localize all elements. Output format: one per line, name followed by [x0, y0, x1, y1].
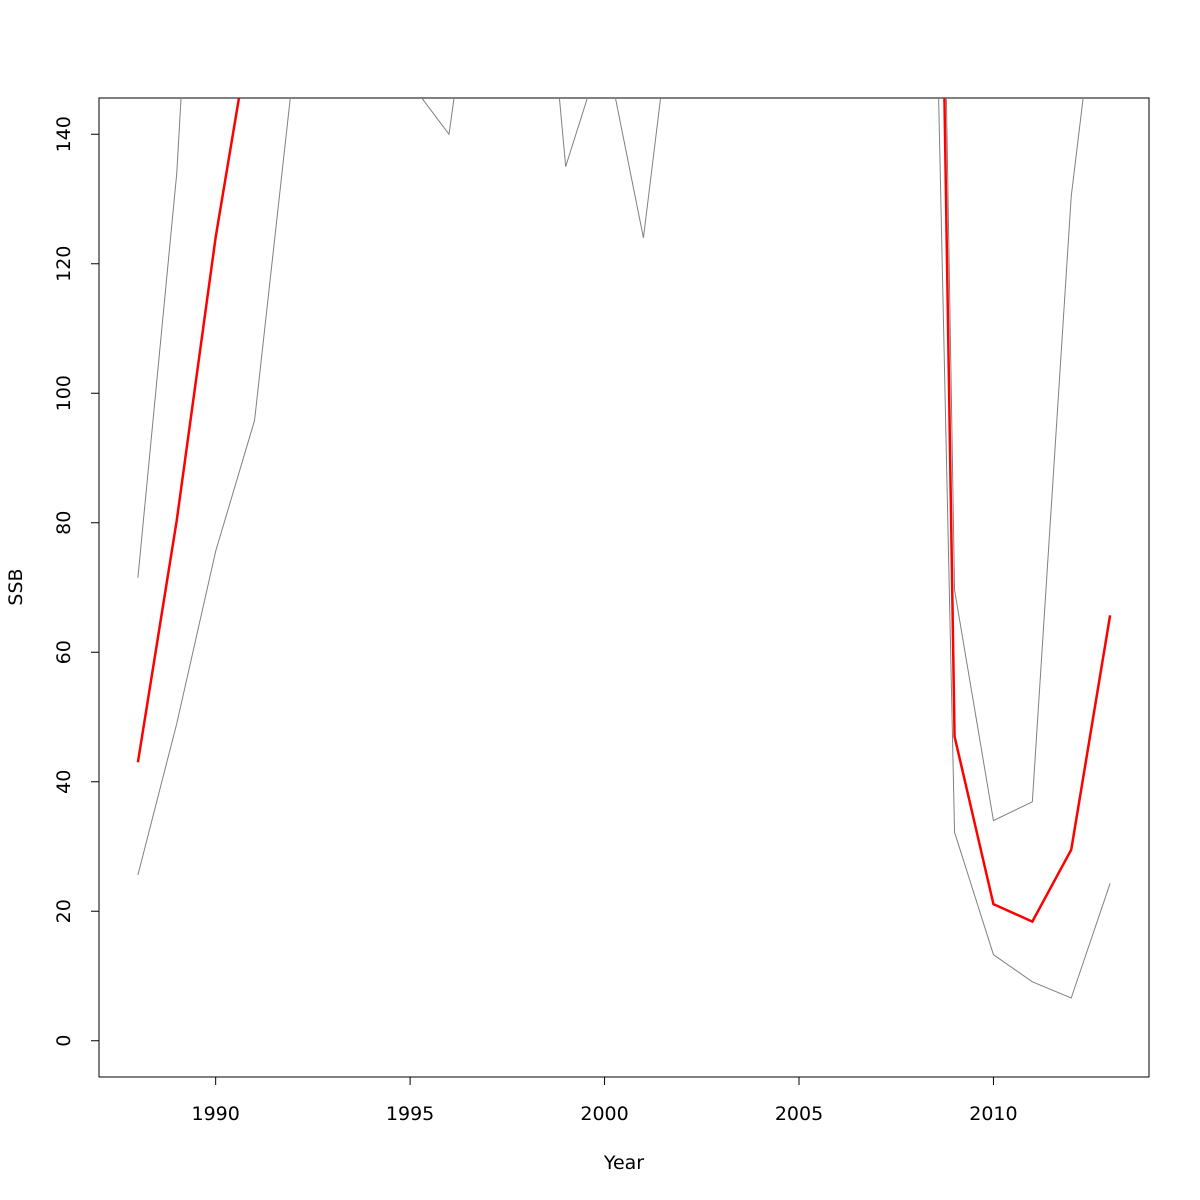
- y-tick-label: 120: [53, 246, 75, 282]
- y-tick-label: 40: [53, 770, 75, 794]
- x-tick-label: 1995: [386, 1103, 434, 1125]
- y-tick-label: 60: [53, 640, 75, 664]
- series-line: [137, 98, 1111, 999]
- series-line: [136, 98, 1112, 924]
- x-tick-label: 2005: [775, 1103, 823, 1125]
- y-tick-label: 20: [53, 899, 75, 923]
- y-tick-label: 0: [53, 1035, 75, 1047]
- x-axis-label: Year: [603, 1152, 644, 1174]
- y-tick-label: 140: [53, 116, 75, 152]
- plot-area: [136, 98, 1112, 999]
- series-line: [137, 98, 1084, 822]
- y-axis-label: SSB: [5, 568, 27, 605]
- x-tick-label: 2000: [580, 1103, 628, 1125]
- y-tick-label: 80: [53, 511, 75, 535]
- y-tick-label: 100: [53, 375, 75, 411]
- x-tick-label: 2010: [969, 1103, 1017, 1125]
- plot-frame: [98, 97, 1150, 1078]
- x-tick-label: 1990: [191, 1103, 239, 1125]
